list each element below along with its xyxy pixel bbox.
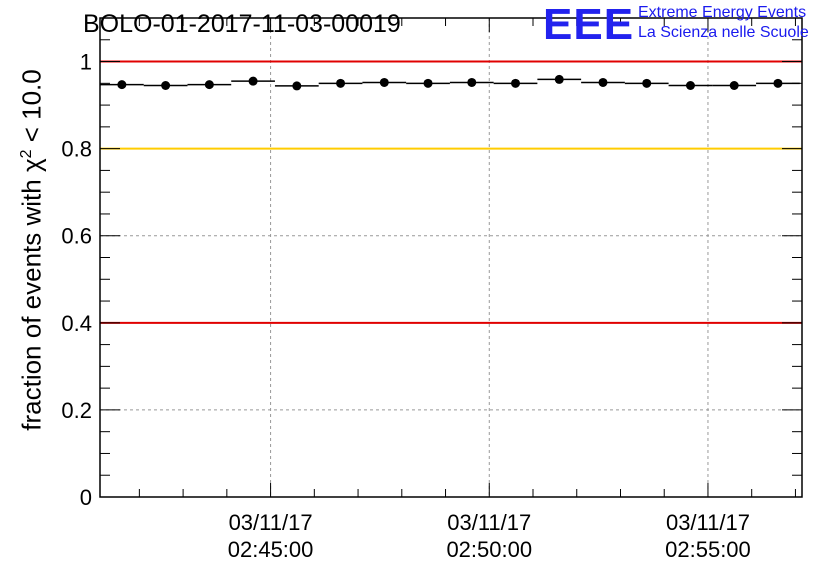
- tick-labels: 00.20.40.60.8103/11/1702:45:0003/11/1702…: [61, 50, 750, 562]
- y-tick-label: 0.2: [61, 398, 92, 423]
- data-point: [729, 80, 739, 90]
- data-point: [204, 80, 214, 90]
- eee-logo-icon: EEE: [543, 0, 635, 49]
- y-tick-label: 0: [80, 485, 92, 510]
- data-point: [554, 74, 564, 84]
- x-tick-label-time: 02:50:00: [446, 537, 532, 562]
- y-tick-label: 0.8: [61, 137, 92, 162]
- y-axis-label: fraction of events with χ2 < 10.0: [17, 69, 48, 430]
- data-point: [598, 77, 608, 87]
- y-axis-label-symbol: χ: [16, 158, 47, 173]
- data-point: [642, 78, 652, 88]
- data-point: [685, 80, 695, 90]
- data-point: [379, 77, 389, 87]
- x-tick-label-date: 03/11/17: [229, 510, 313, 535]
- y-axis-label-suffix: < 10.0: [16, 69, 47, 150]
- data-point: [511, 78, 521, 88]
- plot-frame: [99, 17, 803, 498]
- data-point: [117, 80, 127, 90]
- data-point: [292, 81, 302, 91]
- y-tick-label: 0.6: [61, 224, 92, 249]
- logo-text: Extreme Energy Events La Scienza nelle S…: [638, 3, 809, 43]
- x-tick-label-date: 03/11/17: [447, 510, 531, 535]
- logo-line-2: La Scienza nelle Scuole: [638, 24, 809, 41]
- data-point: [336, 78, 346, 88]
- axes: [99, 17, 803, 498]
- x-tick-label-time: 02:55:00: [665, 537, 751, 562]
- y-axis-label-prefix: fraction of events with: [16, 172, 47, 431]
- y-tick-label: 0.4: [61, 311, 92, 336]
- data-point: [248, 76, 258, 86]
- grid-lines: [100, 18, 802, 497]
- data-points: [100, 74, 800, 91]
- data-point: [467, 77, 477, 87]
- reference-lines: [100, 60, 802, 324]
- data-point: [423, 78, 433, 88]
- x-tick-label-time: 02:45:00: [228, 537, 314, 562]
- x-tick-label-date: 03/11/17: [666, 510, 750, 535]
- y-axis-label-sup: 2: [17, 149, 35, 159]
- y-tick-label: 1: [80, 50, 92, 75]
- data-point: [161, 80, 171, 90]
- chart-title: BOLO-01-2017-11-03-00019: [83, 10, 401, 38]
- data-point: [773, 78, 783, 88]
- logo-line-1: Extreme Energy Events: [638, 4, 807, 21]
